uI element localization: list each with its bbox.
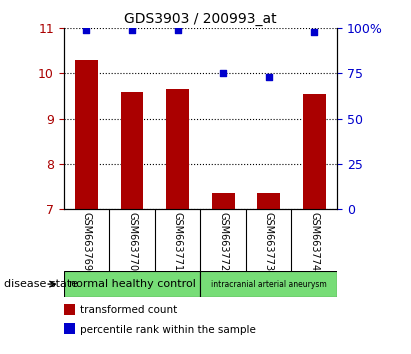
Text: GSM663774: GSM663774 <box>309 212 319 271</box>
Bar <box>166 89 189 209</box>
Point <box>129 27 135 33</box>
Point <box>266 74 272 80</box>
Title: GDS3903 / 200993_at: GDS3903 / 200993_at <box>124 12 277 26</box>
Bar <box>64 271 201 297</box>
Text: GSM663771: GSM663771 <box>173 212 182 271</box>
Text: normal healthy control: normal healthy control <box>69 279 196 289</box>
Bar <box>64 304 75 315</box>
Bar <box>64 323 75 334</box>
Text: transformed count: transformed count <box>80 305 178 315</box>
Text: GSM663769: GSM663769 <box>81 212 92 271</box>
Point <box>83 27 90 33</box>
Bar <box>121 92 143 209</box>
Text: disease state: disease state <box>4 279 78 289</box>
Bar <box>257 193 280 209</box>
Bar <box>75 60 98 209</box>
Bar <box>212 193 235 209</box>
Text: GSM663773: GSM663773 <box>264 212 274 271</box>
Text: intracranial arterial aneurysm: intracranial arterial aneurysm <box>211 280 327 289</box>
Point <box>174 27 181 33</box>
Point <box>311 29 318 35</box>
Point <box>220 71 226 76</box>
Text: percentile rank within the sample: percentile rank within the sample <box>80 325 256 335</box>
Bar <box>303 94 326 209</box>
Bar <box>201 271 337 297</box>
Text: GSM663770: GSM663770 <box>127 212 137 271</box>
Text: GSM663772: GSM663772 <box>218 212 228 271</box>
